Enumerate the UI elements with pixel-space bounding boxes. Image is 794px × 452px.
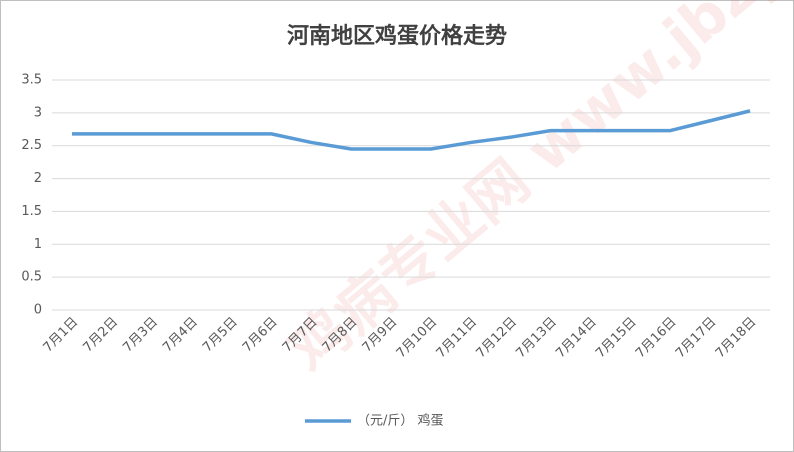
- y-tick-label: 2.5: [21, 138, 42, 153]
- data-line: [71, 109, 751, 151]
- y-tick-label: 3.5: [21, 73, 42, 88]
- y-tick-label: 3: [34, 105, 42, 120]
- chart-title: 河南地区鸡蛋价格走势: [287, 23, 507, 49]
- y-tick-label: 2: [34, 171, 42, 186]
- y-tick-label: 1.5: [21, 204, 42, 219]
- y-tick-label: 1: [34, 237, 42, 252]
- y-tick-label: 0: [34, 303, 42, 318]
- legend-label: （元/斤） 鸡蛋: [357, 413, 444, 429]
- y-tick-label: 0.5: [21, 270, 42, 285]
